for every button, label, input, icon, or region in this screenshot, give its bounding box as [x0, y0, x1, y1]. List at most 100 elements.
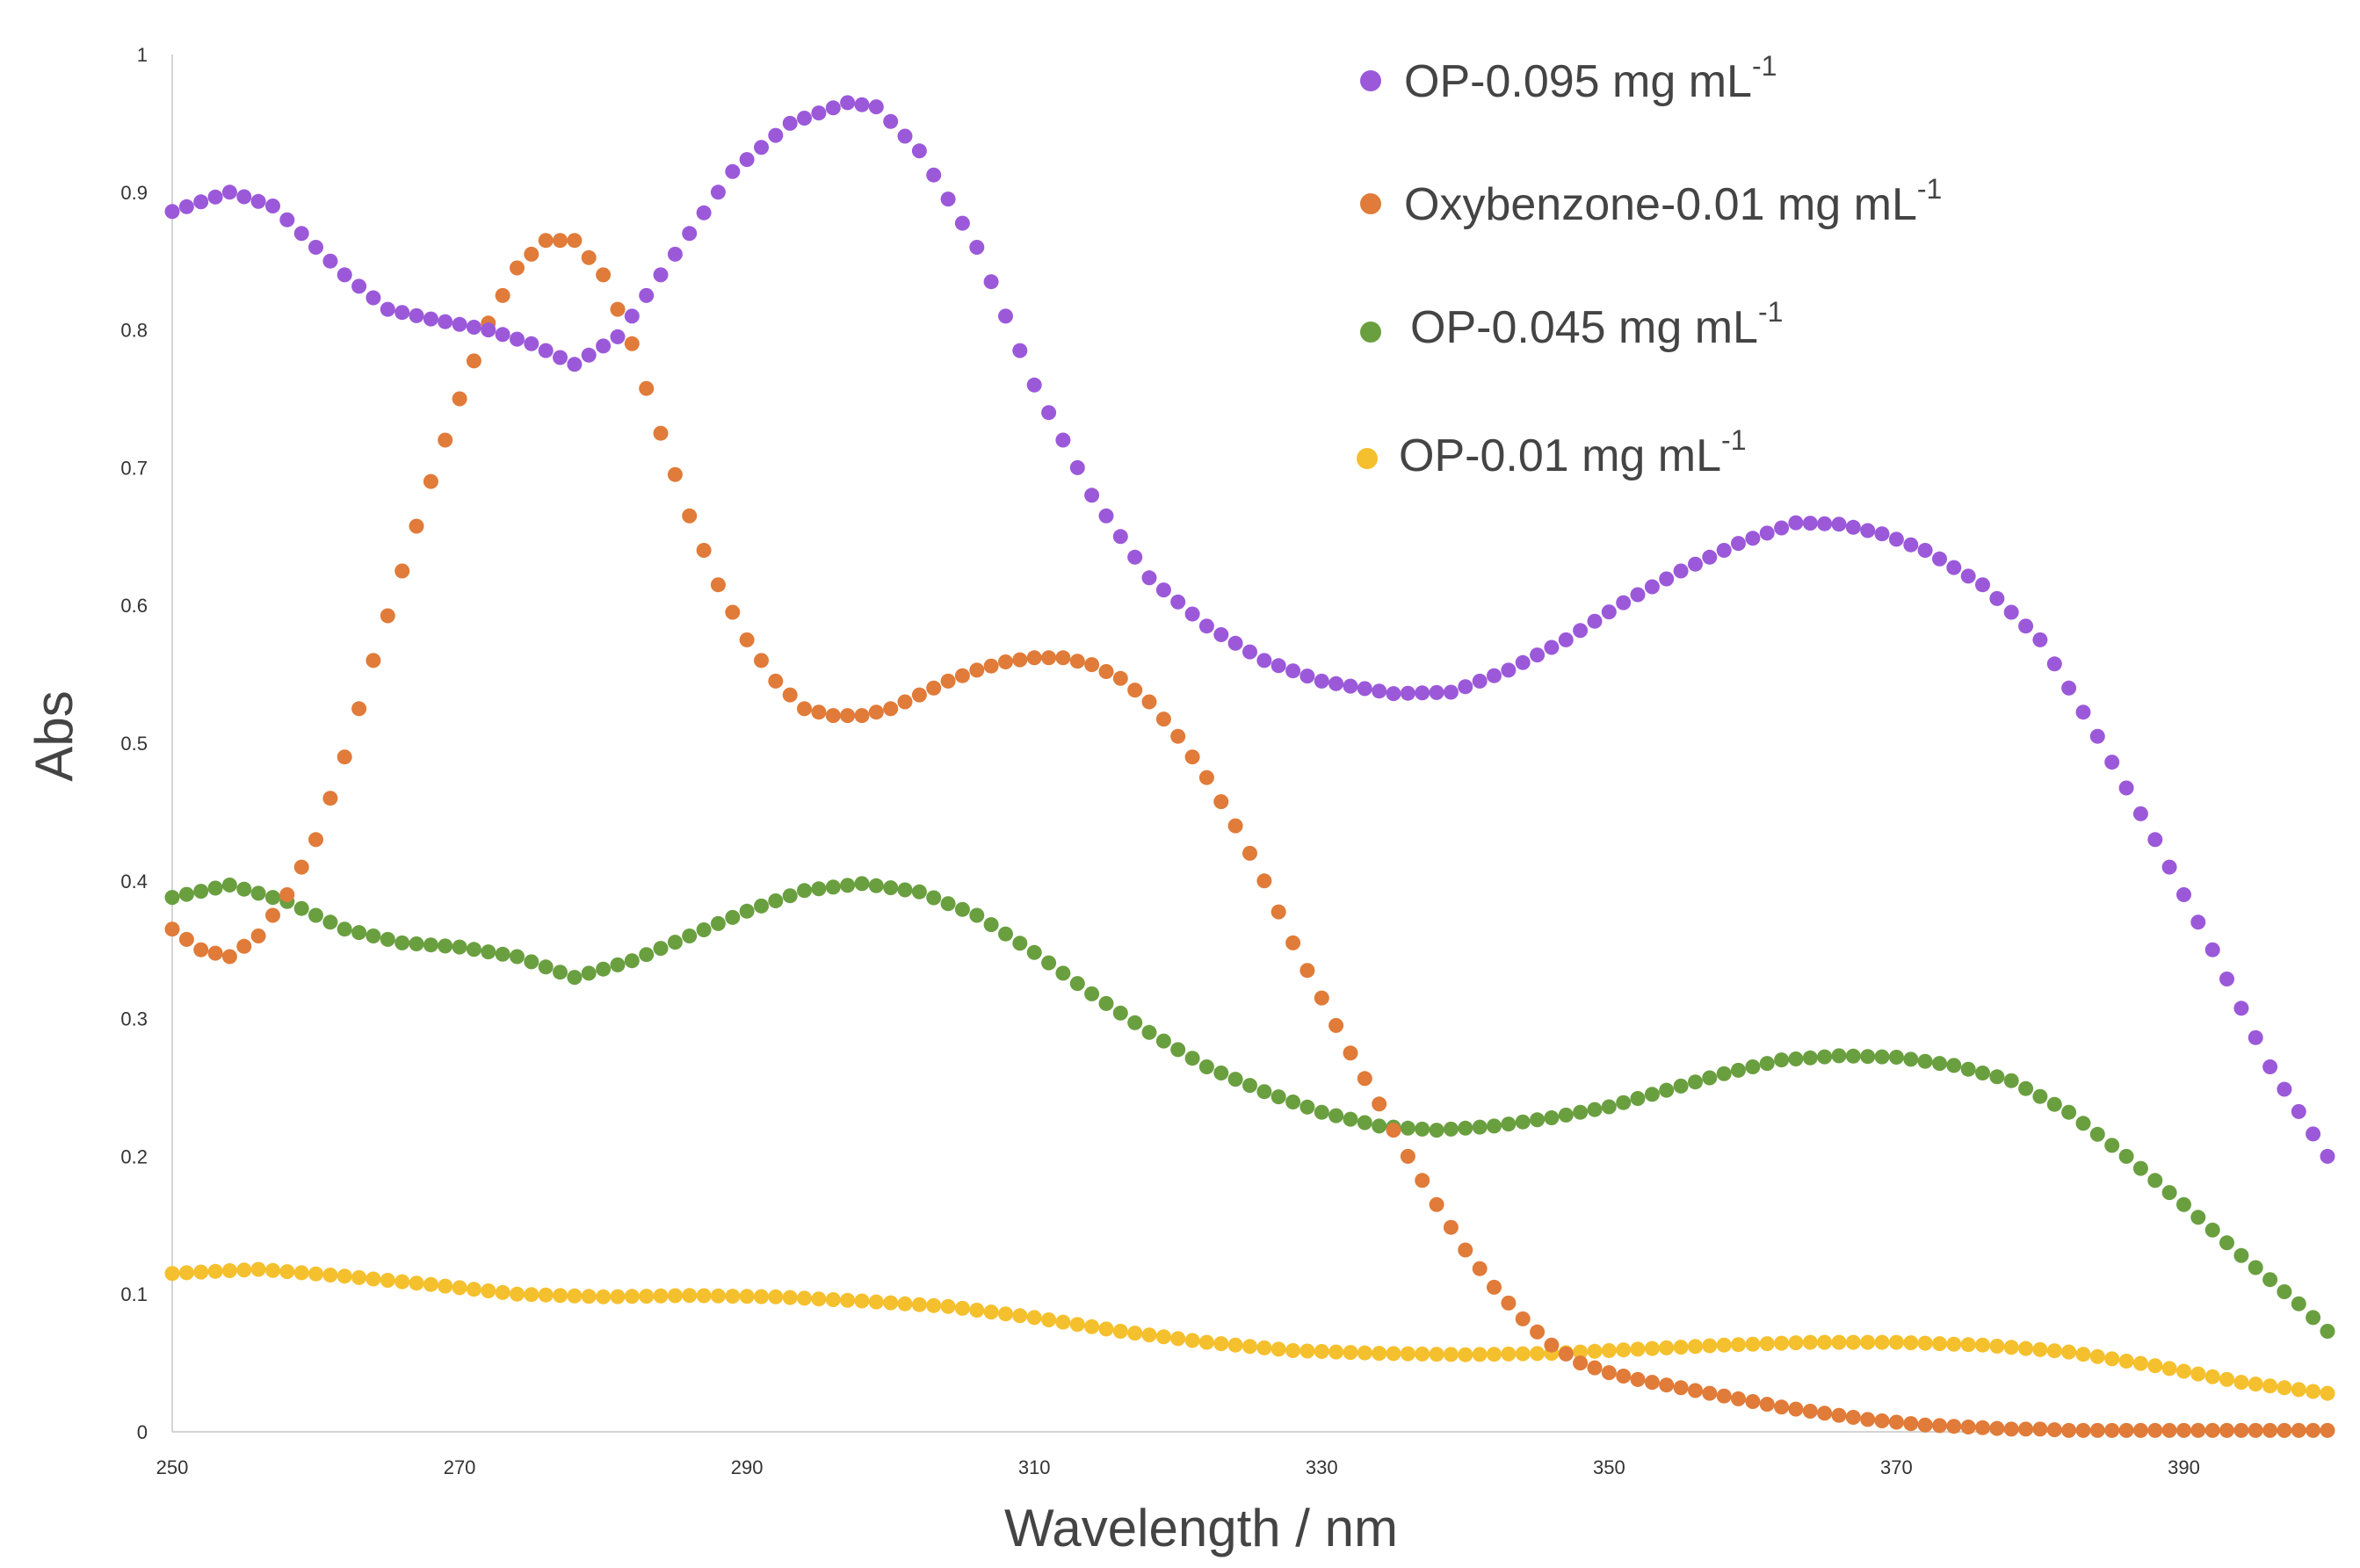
data-point — [279, 212, 295, 228]
data-point — [840, 95, 856, 111]
data-point — [2118, 780, 2134, 796]
data-point — [1198, 1059, 1214, 1074]
data-point — [1774, 1399, 1790, 1415]
data-point — [1487, 1279, 1502, 1295]
data-point — [1759, 1056, 1775, 1072]
data-point — [538, 959, 554, 975]
data-point — [1731, 536, 1746, 552]
data-point — [1673, 563, 1689, 579]
data-point — [739, 152, 755, 168]
data-point — [1702, 1070, 1718, 1086]
data-point — [1501, 1346, 1517, 1362]
data-point — [1774, 1052, 1790, 1068]
data-point — [768, 893, 784, 908]
data-point — [782, 115, 798, 131]
data-point — [1443, 1219, 1459, 1235]
data-point — [1587, 613, 1603, 629]
data-point — [1155, 582, 1171, 598]
data-point — [811, 105, 827, 121]
data-point — [897, 1296, 913, 1311]
data-point — [510, 949, 525, 965]
data-point — [825, 708, 841, 724]
data-point — [193, 884, 209, 900]
data-point — [1874, 1413, 1890, 1428]
data-point — [998, 308, 1013, 324]
legend-label: Oxybenzone-0.01 mg mL-1 — [1404, 173, 1942, 230]
data-point — [409, 1275, 424, 1291]
data-point — [725, 909, 741, 925]
data-point — [1429, 684, 1444, 700]
data-point — [1242, 845, 1257, 861]
data-point — [178, 1265, 194, 1281]
data-point — [998, 654, 1013, 669]
data-point — [825, 1292, 841, 1307]
data-point — [1012, 1308, 1028, 1324]
data-point — [1644, 1340, 1660, 1356]
data-point — [236, 938, 252, 954]
data-point — [854, 1293, 870, 1309]
data-point — [2233, 1247, 2249, 1263]
data-point — [1515, 654, 1531, 670]
data-point — [782, 1290, 798, 1305]
legend-label: OP-0.01 mg mL-1 — [1399, 424, 1746, 481]
data-point — [1673, 1340, 1689, 1355]
data-point — [797, 701, 812, 717]
data-point — [1155, 1329, 1171, 1345]
data-point — [2233, 1422, 2249, 1438]
data-point — [2061, 1422, 2077, 1438]
data-point — [1343, 678, 1358, 694]
data-point — [2003, 604, 2019, 620]
data-point — [2161, 1361, 2177, 1377]
data-point — [1098, 508, 1114, 524]
data-point — [2306, 1384, 2321, 1399]
data-point — [423, 1276, 438, 1292]
data-point — [395, 1274, 410, 1290]
data-point — [1659, 1340, 1675, 1355]
data-point — [1573, 1104, 1589, 1120]
data-point — [2233, 1001, 2249, 1016]
data-point — [1198, 1334, 1214, 1350]
data-point — [811, 705, 827, 720]
data-point — [883, 1295, 899, 1311]
data-point — [940, 191, 956, 207]
data-point — [2262, 1422, 2278, 1438]
data-point — [2190, 1210, 2206, 1225]
data-point — [2147, 832, 2163, 848]
data-point — [1256, 653, 1272, 668]
data-point — [581, 965, 597, 981]
data-point — [1946, 1419, 1962, 1434]
data-point — [1055, 1314, 1071, 1330]
data-point — [1515, 1114, 1531, 1130]
data-point — [983, 274, 999, 290]
data-point — [710, 1288, 726, 1304]
data-point — [2161, 1422, 2177, 1438]
data-point — [2277, 1081, 2292, 1097]
data-point — [610, 957, 626, 972]
data-point — [1817, 1405, 1833, 1421]
legend-marker — [1357, 448, 1378, 469]
data-point — [1573, 1344, 1589, 1360]
data-point — [553, 350, 568, 365]
data-point — [1285, 663, 1301, 679]
data-point — [1285, 1095, 1301, 1109]
data-point — [2176, 1196, 2191, 1212]
data-point — [624, 308, 640, 324]
data-point — [998, 1306, 1013, 1322]
data-point — [1932, 1056, 1947, 1072]
data-point — [1616, 1342, 1632, 1358]
legend-label-sup: -1 — [1752, 50, 1777, 82]
data-point — [1184, 606, 1200, 622]
data-point — [969, 240, 985, 255]
data-point — [2147, 1173, 2163, 1189]
data-point — [337, 267, 352, 283]
data-point — [1026, 377, 1042, 393]
data-point — [2176, 1363, 2191, 1379]
data-point — [610, 301, 626, 317]
data-point — [337, 921, 352, 937]
data-point — [854, 708, 870, 724]
data-point — [1170, 1042, 1186, 1058]
data-point — [1989, 1339, 2005, 1354]
data-point — [1285, 1343, 1301, 1358]
data-point — [293, 226, 309, 242]
y-tick-label: 0.7 — [120, 457, 148, 479]
